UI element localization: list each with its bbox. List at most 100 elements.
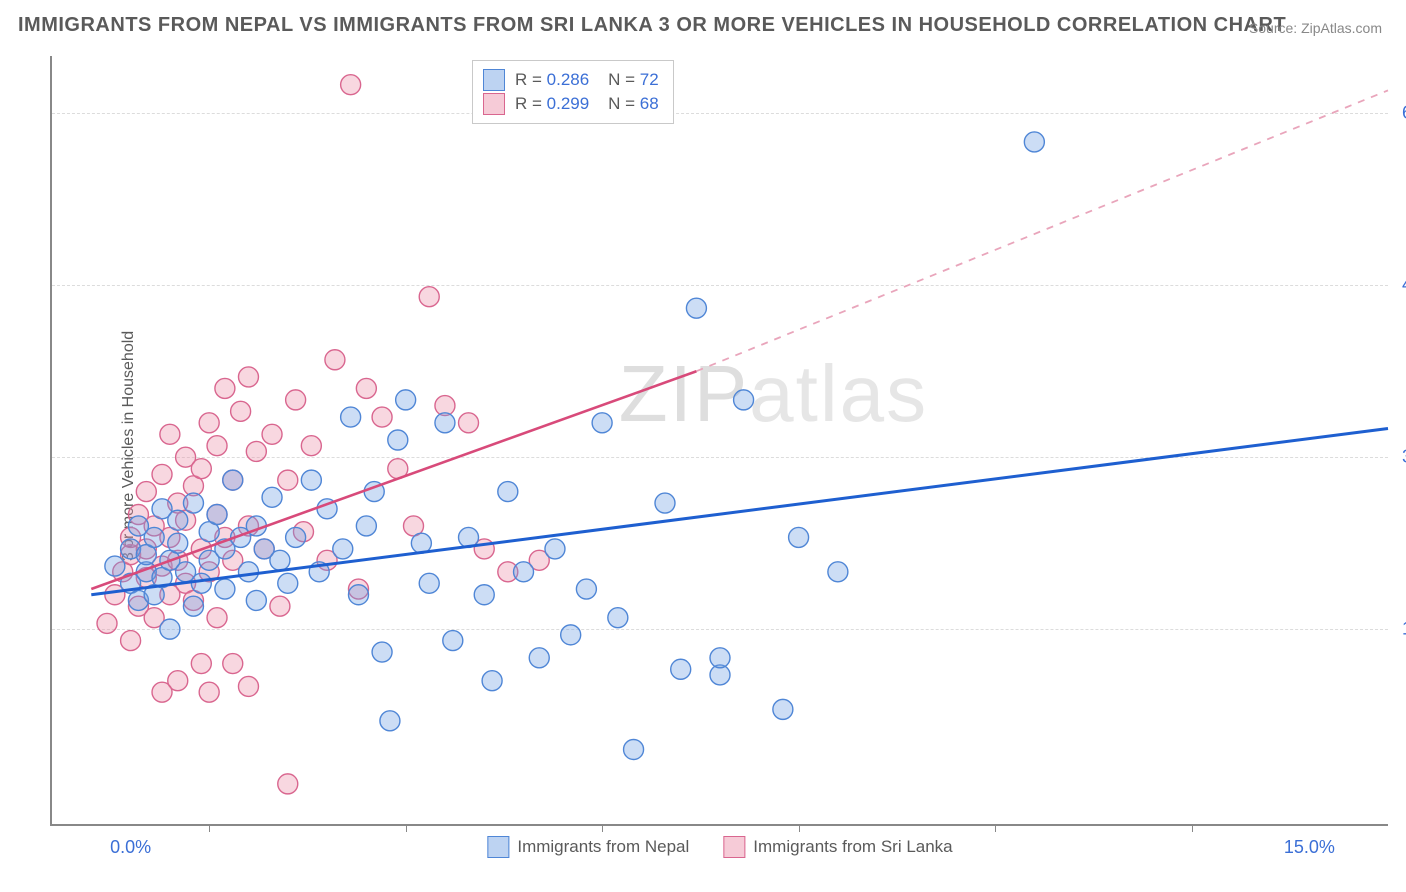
data-point xyxy=(301,470,321,490)
x-tick-label: 15.0% xyxy=(1284,837,1335,858)
data-point xyxy=(341,75,361,95)
data-point xyxy=(498,482,518,502)
data-point xyxy=(608,608,628,628)
data-point xyxy=(97,613,117,633)
x-tick xyxy=(799,824,800,832)
data-point xyxy=(333,539,353,559)
data-point xyxy=(348,585,368,605)
data-point xyxy=(231,401,251,421)
data-point xyxy=(223,470,243,490)
x-tick xyxy=(995,824,996,832)
data-point xyxy=(278,470,298,490)
data-point xyxy=(671,659,691,679)
trendline xyxy=(91,429,1388,595)
data-point xyxy=(199,682,219,702)
legend-label: Immigrants from Sri Lanka xyxy=(753,837,952,857)
plot-area: 15.0%30.0%45.0%60.0% R = 0.286 N = 72 R … xyxy=(50,56,1388,826)
data-point xyxy=(686,298,706,318)
data-point xyxy=(592,413,612,433)
data-point xyxy=(207,436,227,456)
data-point xyxy=(262,487,282,507)
data-point xyxy=(223,654,243,674)
data-point xyxy=(372,642,392,662)
data-point xyxy=(278,573,298,593)
x-tick xyxy=(406,824,407,832)
swatch-blue-icon xyxy=(487,836,509,858)
data-point xyxy=(191,459,211,479)
chart-title: IMMIGRANTS FROM NEPAL VS IMMIGRANTS FROM… xyxy=(18,14,1286,37)
data-point xyxy=(238,676,258,696)
data-point xyxy=(160,424,180,444)
data-point xyxy=(238,367,258,387)
data-point xyxy=(215,378,235,398)
data-point xyxy=(183,493,203,513)
legend-label: Immigrants from Nepal xyxy=(517,837,689,857)
data-point xyxy=(459,413,479,433)
data-point xyxy=(356,378,376,398)
data-point xyxy=(624,739,644,759)
y-tick-label: 45.0% xyxy=(1392,275,1406,296)
data-point xyxy=(529,648,549,668)
scatter-svg xyxy=(52,56,1388,824)
data-point xyxy=(246,590,266,610)
data-point xyxy=(773,699,793,719)
data-point xyxy=(301,436,321,456)
data-point xyxy=(152,464,172,484)
data-point xyxy=(789,527,809,547)
data-point xyxy=(372,407,392,427)
data-point xyxy=(286,390,306,410)
data-point xyxy=(419,573,439,593)
data-point xyxy=(388,430,408,450)
data-point xyxy=(561,625,581,645)
data-point xyxy=(215,579,235,599)
x-tick xyxy=(209,824,210,832)
trendline xyxy=(696,90,1388,371)
data-point xyxy=(396,390,416,410)
data-point xyxy=(380,711,400,731)
legend-item-nepal: Immigrants from Nepal xyxy=(487,836,689,858)
data-point xyxy=(160,619,180,639)
data-point xyxy=(270,550,290,570)
y-tick-label: 15.0% xyxy=(1392,619,1406,640)
data-point xyxy=(168,533,188,553)
data-point xyxy=(207,608,227,628)
x-tick xyxy=(602,824,603,832)
data-point xyxy=(734,390,754,410)
data-point xyxy=(474,585,494,605)
data-point xyxy=(278,774,298,794)
data-point xyxy=(286,527,306,547)
data-point xyxy=(443,631,463,651)
data-point xyxy=(152,682,172,702)
data-point xyxy=(121,631,141,651)
data-point xyxy=(105,556,125,576)
data-point xyxy=(183,596,203,616)
source-label: Source: ZipAtlas.com xyxy=(1249,20,1382,36)
x-tick xyxy=(1192,824,1193,832)
data-point xyxy=(435,413,455,433)
data-point xyxy=(262,424,282,444)
data-point xyxy=(136,482,156,502)
data-point xyxy=(199,413,219,433)
data-point xyxy=(270,596,290,616)
data-point xyxy=(419,287,439,307)
data-point xyxy=(325,350,345,370)
data-point xyxy=(238,562,258,582)
data-point xyxy=(1024,132,1044,152)
data-point xyxy=(191,573,211,593)
data-point xyxy=(482,671,502,691)
y-tick-label: 30.0% xyxy=(1392,447,1406,468)
data-point xyxy=(144,527,164,547)
swatch-pink-icon xyxy=(723,836,745,858)
x-tick-label: 0.0% xyxy=(110,837,151,858)
data-point xyxy=(514,562,534,582)
series-legend: Immigrants from Nepal Immigrants from Sr… xyxy=(487,836,952,858)
data-point xyxy=(356,516,376,536)
legend-item-srilanka: Immigrants from Sri Lanka xyxy=(723,836,952,858)
y-tick-label: 60.0% xyxy=(1392,103,1406,124)
data-point xyxy=(207,505,227,525)
data-point xyxy=(246,441,266,461)
data-point xyxy=(710,648,730,668)
data-point xyxy=(191,654,211,674)
data-point xyxy=(545,539,565,559)
data-point xyxy=(828,562,848,582)
